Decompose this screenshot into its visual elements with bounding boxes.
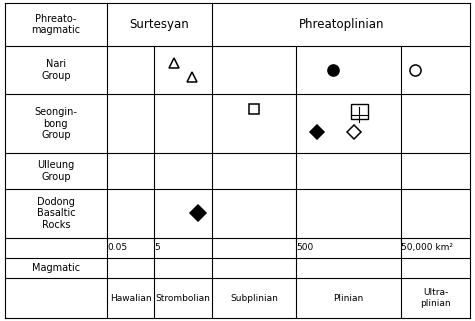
- Text: Magmatic: Magmatic: [32, 263, 80, 273]
- Text: Hawalian: Hawalian: [110, 294, 152, 303]
- Bar: [351, 104, 368, 119]
- Text: Nari
Group: Nari Group: [41, 59, 71, 81]
- Text: Phreato-
magmatic: Phreato- magmatic: [31, 14, 80, 35]
- Text: Surtesyan: Surtesyan: [130, 18, 190, 31]
- Text: Plinian: Plinian: [333, 294, 364, 303]
- Text: Strombolian: Strombolian: [156, 294, 210, 303]
- Text: 50,000 km²: 50,000 km²: [401, 243, 453, 252]
- Text: Seongin-
bong
Group: Seongin- bong Group: [34, 107, 77, 140]
- Text: 5: 5: [154, 243, 160, 252]
- Text: 0.05: 0.05: [107, 243, 127, 252]
- Text: Phreatoplinian: Phreatoplinian: [298, 18, 384, 31]
- Text: Subplinian: Subplinian: [230, 294, 278, 303]
- Text: Ultra-
plinian: Ultra- plinian: [420, 289, 451, 308]
- Text: Ulleung
Group: Ulleung Group: [37, 160, 75, 181]
- Text: 500: 500: [296, 243, 313, 252]
- Text: Dodong
Basaltic
Rocks: Dodong Basaltic Rocks: [37, 196, 75, 230]
